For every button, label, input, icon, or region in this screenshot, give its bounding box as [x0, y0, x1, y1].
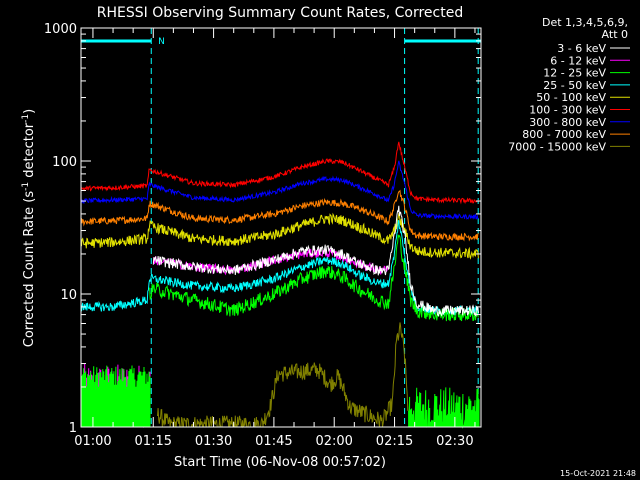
- y-axis-label-sup2: -1: [21, 114, 31, 123]
- y-axis-label-part1: Corrected Count Rate (s: [22, 191, 37, 348]
- legend-header-line: Det 1,3,4,5,6,9,: [542, 16, 628, 29]
- legend-header-line: Att 0: [602, 28, 628, 41]
- x-tick-label: 01:45: [255, 434, 292, 449]
- series-line-25-50-kev: [80, 219, 479, 317]
- series-line-50-100-kev: [80, 212, 479, 260]
- annotation-0: N: [158, 37, 165, 47]
- x-tick-label: 01:15: [135, 434, 172, 449]
- legend-label: 12 - 25 keV: [543, 67, 606, 80]
- x-axis-label: Start Time (06-Nov-08 00:57:02): [174, 455, 386, 470]
- y-axis-label-part3: ): [22, 109, 37, 114]
- footer-timestamp: 15-Oct-2021 21:48: [560, 469, 636, 478]
- y-axis-label-part2: detector: [22, 122, 37, 182]
- legend-label: 300 - 800 keV: [529, 116, 606, 129]
- x-tick-label: 01:00: [74, 434, 111, 449]
- y-axis-label-sup1: -1: [21, 182, 31, 191]
- y-axis: 1 10 100 1000: [44, 22, 481, 436]
- series-line-7000-15000-kev: [157, 322, 409, 429]
- x-tick-label: 02:00: [315, 434, 352, 449]
- y-tick-label: 100: [52, 155, 77, 170]
- y-tick-label: 10: [60, 288, 77, 303]
- y-axis-label: Corrected Count Rate (s-1 detector-1): [21, 109, 37, 347]
- legend-label: 3 - 6 keV: [557, 42, 606, 55]
- x-axis: 01:00 01:15 01:30 01:45 02:00 02:15 02:30: [74, 28, 476, 449]
- x-tick-label: 02:30: [436, 434, 473, 449]
- legend-label: 6 - 12 keV: [550, 54, 606, 67]
- plot-area: N: [80, 27, 482, 429]
- y-tick-label: 1000: [44, 22, 77, 37]
- band-12-25kev-right: [408, 387, 480, 429]
- x-tick-label: 02:15: [376, 434, 413, 449]
- x-tick-label: 01:30: [195, 434, 232, 449]
- series-line-300-800-kev: [80, 160, 479, 220]
- legend-label: 50 - 100 keV: [536, 91, 606, 104]
- legend-label: 100 - 300 keV: [529, 104, 606, 117]
- plot-frame: [80, 27, 482, 428]
- legend-label: 800 - 7000 keV: [522, 128, 606, 141]
- series-line-800-7000-kev: [80, 189, 479, 242]
- series-line-3-6-kev: [152, 205, 479, 318]
- y-tick-label: 1: [69, 421, 77, 436]
- legend-label: 25 - 50 keV: [543, 79, 606, 92]
- series-line-100-300-kev: [80, 141, 479, 205]
- chart-title: RHESSI Observing Summary Count Rates, Co…: [97, 5, 463, 21]
- legend-label: 7000 - 15000 keV: [508, 140, 606, 153]
